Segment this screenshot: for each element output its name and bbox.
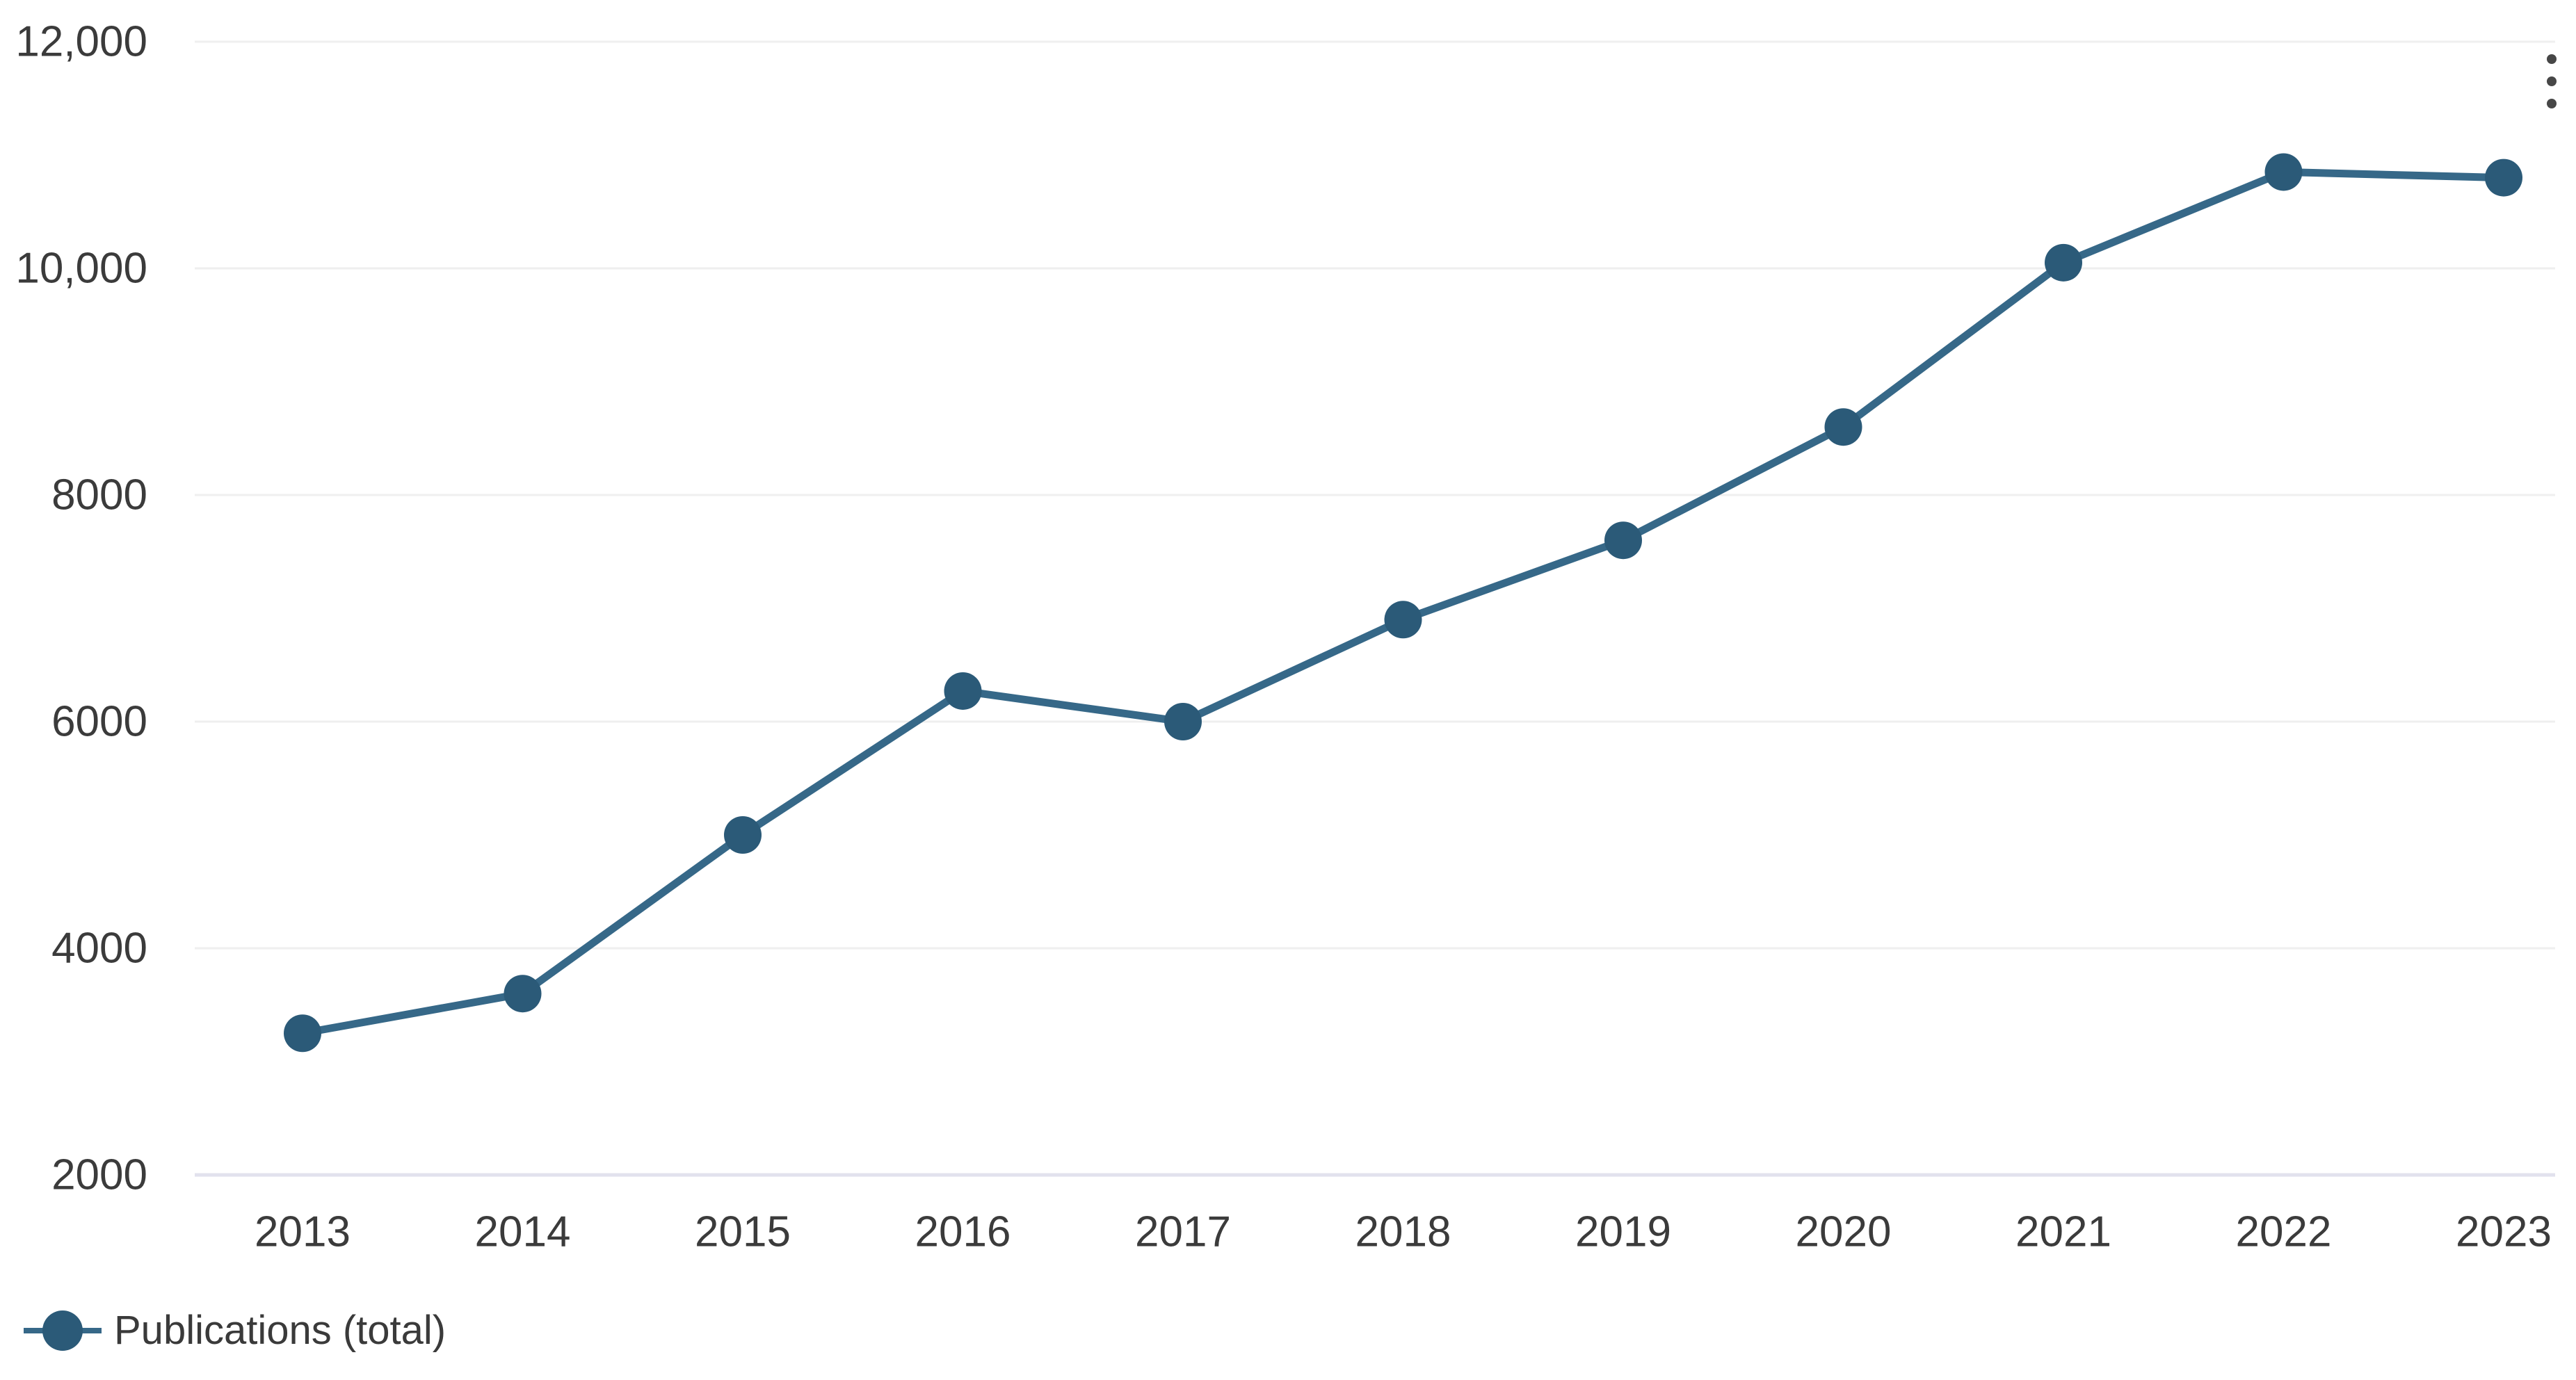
y-tick-label: 2000 xyxy=(51,1151,147,1199)
y-tick-label: 12,000 xyxy=(15,18,147,66)
legend-marker-icon xyxy=(24,1310,102,1351)
data-point-2022[interactable] xyxy=(2264,153,2303,191)
data-point-2023[interactable] xyxy=(2485,159,2522,197)
data-point-2016[interactable] xyxy=(944,672,982,710)
x-tick-label: 2013 xyxy=(255,1208,351,1256)
data-point-2021[interactable] xyxy=(2045,243,2082,282)
data-point-2019[interactable] xyxy=(1604,521,1642,560)
x-tick-label: 2016 xyxy=(915,1208,1011,1256)
data-point-2017[interactable] xyxy=(1164,703,1202,740)
kebab-dot xyxy=(2547,99,2557,108)
x-tick-label: 2018 xyxy=(1355,1208,1451,1256)
data-point-2014[interactable] xyxy=(504,975,542,1013)
y-tick-label: 8000 xyxy=(51,471,147,519)
legend-item-publications-total[interactable]: Publications (total) xyxy=(21,1303,446,1358)
data-point-2020[interactable] xyxy=(1824,408,1862,446)
x-tick-label: 2014 xyxy=(475,1208,571,1256)
x-tick-label: 2021 xyxy=(2015,1208,2111,1256)
x-tick-label: 2020 xyxy=(1796,1208,1892,1256)
y-tick-label: 4000 xyxy=(51,925,147,973)
x-tick-label: 2019 xyxy=(1575,1208,1671,1256)
kebab-dot xyxy=(2547,54,2557,64)
x-tick-label: 2017 xyxy=(1135,1208,1231,1256)
data-point-2018[interactable] xyxy=(1384,601,1422,639)
data-point-2013[interactable] xyxy=(284,1014,321,1053)
legend-label: Publications (total) xyxy=(114,1308,446,1353)
kebab-menu-icon[interactable] xyxy=(2541,54,2562,108)
x-tick-label: 2022 xyxy=(2236,1208,2332,1256)
x-tick-label: 2023 xyxy=(2456,1208,2552,1256)
y-tick-label: 10,000 xyxy=(15,245,147,293)
y-tick-label: 6000 xyxy=(51,698,147,746)
legend-marker-dot xyxy=(42,1310,83,1351)
x-tick-label: 2015 xyxy=(695,1208,791,1256)
data-point-2015[interactable] xyxy=(724,816,762,854)
kebab-dot xyxy=(2547,76,2557,86)
